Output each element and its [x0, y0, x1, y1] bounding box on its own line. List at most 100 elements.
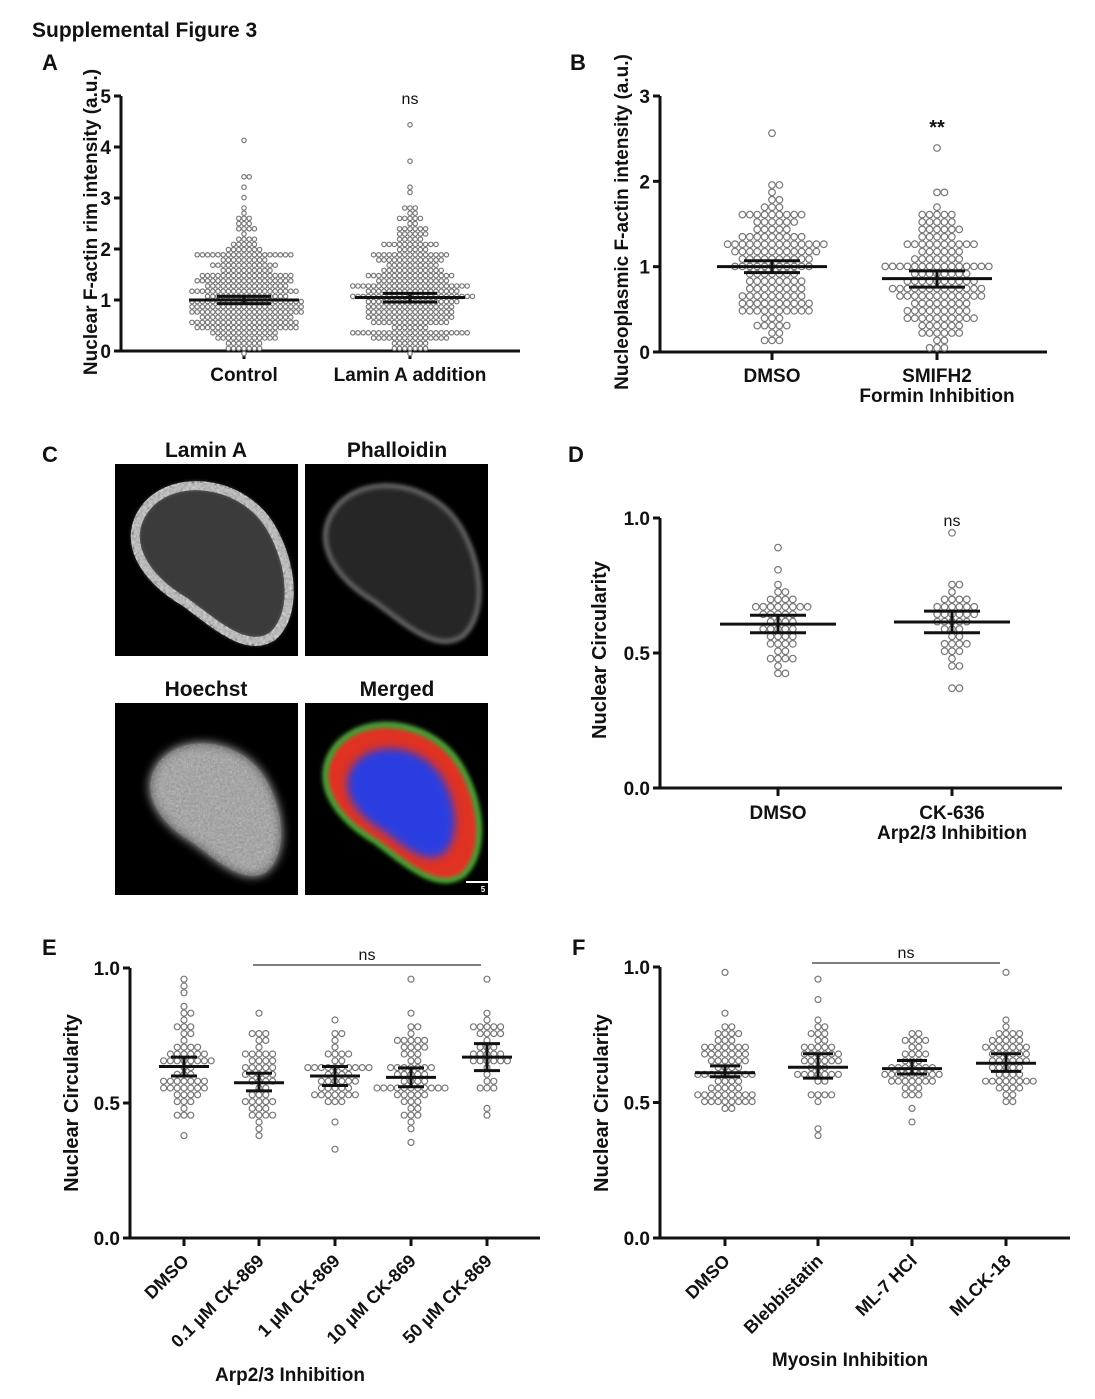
- data-point: [267, 262, 273, 269]
- data-point: [241, 319, 247, 326]
- data-point: [248, 1097, 256, 1106]
- data-point: [748, 1091, 756, 1099]
- data-point: [775, 240, 784, 249]
- data-point: [272, 335, 279, 341]
- data-point: [246, 215, 253, 222]
- data-point: [503, 1057, 511, 1065]
- data-point: [269, 1111, 277, 1119]
- data-point: [775, 225, 784, 234]
- data-point: [814, 1016, 822, 1024]
- data-point: [734, 1091, 743, 1099]
- data-point: [947, 240, 956, 249]
- data-point: [1002, 1023, 1010, 1031]
- data-point: [282, 288, 289, 295]
- data-point: [940, 595, 949, 604]
- data-point: [277, 272, 284, 279]
- data-point: [918, 210, 927, 219]
- data-point: [241, 226, 247, 232]
- data-point: [407, 1097, 415, 1106]
- data-point: [834, 1057, 843, 1065]
- data-point: [386, 314, 393, 321]
- data-point: [734, 1043, 743, 1051]
- data-point: [925, 225, 934, 234]
- data-point: [241, 277, 247, 284]
- data-point: [814, 1131, 822, 1140]
- data-point: [955, 580, 964, 589]
- data-point: [888, 284, 897, 293]
- data-point: [448, 288, 455, 295]
- data-point: [753, 284, 762, 293]
- data-point: [469, 1023, 477, 1031]
- data-point: [955, 292, 964, 300]
- data-point: [272, 329, 279, 336]
- data-point: [427, 283, 434, 289]
- data-point: [741, 1043, 750, 1051]
- data-point: [760, 321, 769, 330]
- data-point: [282, 293, 289, 300]
- data-point: [246, 226, 253, 232]
- data-point: [925, 299, 934, 308]
- data-point: [277, 293, 284, 300]
- data-point: [805, 255, 813, 263]
- data-point: [933, 306, 941, 315]
- data-point: [738, 306, 747, 315]
- data-point: [396, 267, 403, 274]
- data-point: [401, 272, 408, 279]
- data-point: [925, 218, 934, 226]
- data-point: [915, 1050, 923, 1058]
- data-point: [187, 1077, 195, 1085]
- data-point: [483, 1111, 491, 1119]
- data-point: [272, 277, 279, 284]
- data-point: [728, 1023, 736, 1031]
- data-point: [728, 1097, 736, 1106]
- data-point: [180, 1104, 188, 1113]
- data-point: [453, 283, 460, 289]
- data-point: [797, 232, 806, 241]
- data-point: [277, 288, 284, 295]
- data-point: [753, 240, 762, 249]
- data-point: [256, 335, 263, 341]
- data-point: [745, 306, 754, 315]
- data-point: [396, 215, 403, 222]
- data-point: [793, 1070, 802, 1079]
- data-point: [774, 639, 782, 648]
- data-point: [277, 252, 284, 258]
- data-point: [768, 188, 776, 197]
- data-point: [933, 225, 941, 234]
- y-tick-label: 2: [639, 172, 650, 193]
- data-point: [940, 321, 949, 330]
- data-point: [814, 1043, 822, 1051]
- data-point: [707, 1084, 716, 1092]
- data-point: [774, 543, 782, 552]
- data-point: [391, 324, 398, 331]
- data-point: [490, 1084, 498, 1092]
- data-point: [955, 595, 964, 604]
- data-point: [272, 293, 279, 300]
- data-point: [438, 329, 445, 336]
- data-point: [236, 335, 242, 341]
- data-point: [282, 252, 289, 258]
- data-point: [947, 247, 956, 256]
- data-point: [251, 288, 258, 295]
- data-point: [700, 1050, 709, 1058]
- data-point: [948, 647, 956, 656]
- data-point: [236, 257, 242, 263]
- data-point: [448, 303, 455, 310]
- data-point: [251, 272, 258, 279]
- data-point: [766, 602, 775, 611]
- data-point: [407, 231, 413, 237]
- data-point: [407, 1029, 415, 1038]
- data-point: [781, 595, 790, 604]
- data-point: [797, 247, 806, 256]
- data-point: [282, 283, 289, 289]
- data-point: [396, 324, 403, 331]
- category-label: ML-7 HCl: [852, 1251, 921, 1320]
- data-point: [225, 329, 232, 336]
- data-point: [241, 272, 247, 279]
- data-point: [745, 210, 754, 219]
- data-point: [396, 335, 403, 341]
- data-point: [814, 1036, 822, 1045]
- data-point: [396, 309, 403, 315]
- data-point: [261, 329, 268, 336]
- data-point: [407, 267, 413, 274]
